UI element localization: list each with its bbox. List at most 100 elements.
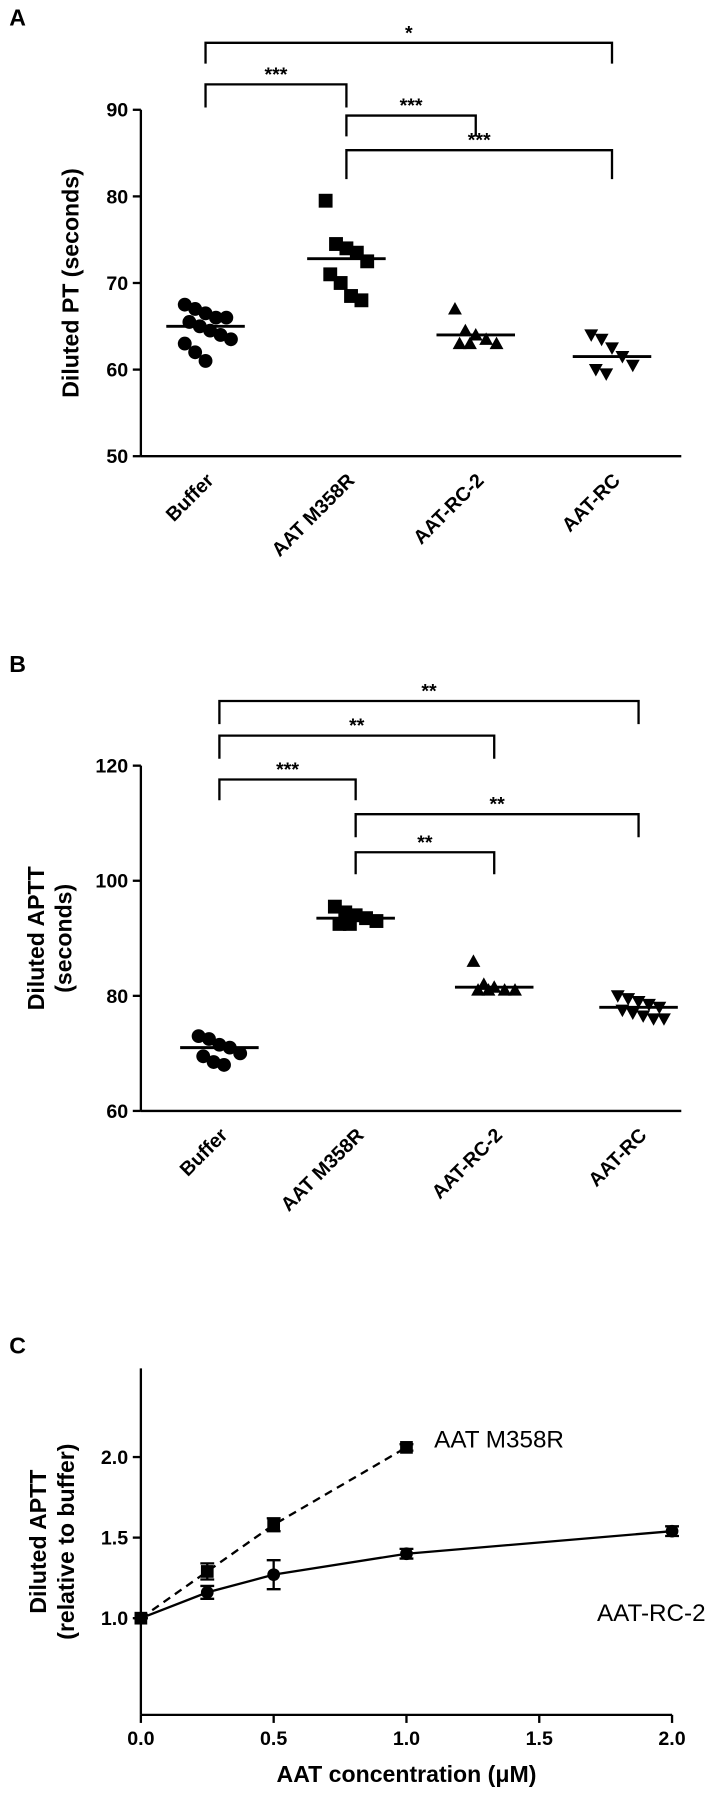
y-axis-label: Diluted PT (seconds) bbox=[58, 168, 84, 398]
significance-label: ** bbox=[421, 681, 437, 703]
point bbox=[665, 1524, 679, 1538]
point bbox=[191, 1029, 206, 1044]
point bbox=[642, 998, 656, 1012]
significance-bracket bbox=[345, 149, 614, 180]
point bbox=[219, 310, 234, 325]
significance-bracket bbox=[204, 41, 614, 64]
significance-label: ** bbox=[417, 832, 433, 854]
significance-label: *** bbox=[400, 95, 423, 117]
y-tick-label: 2.0 bbox=[101, 1447, 128, 1469]
point bbox=[508, 983, 522, 996]
x-tick-label: AAT M358R bbox=[277, 1124, 369, 1216]
y-tick-label: 120 bbox=[95, 756, 128, 778]
y-axis-label: Diluted APTT bbox=[23, 866, 49, 1010]
point bbox=[323, 267, 338, 282]
point bbox=[463, 336, 477, 350]
point bbox=[198, 354, 213, 368]
point bbox=[489, 336, 504, 350]
y-tick-label: 1.0 bbox=[101, 1608, 128, 1630]
x-tick-label: Buffer bbox=[176, 1124, 233, 1181]
point bbox=[134, 1611, 148, 1625]
y-tick-label: 100 bbox=[95, 871, 128, 893]
y-tick-label: 80 bbox=[106, 986, 128, 1008]
significance-bracket bbox=[354, 813, 640, 838]
point bbox=[400, 1547, 413, 1561]
point bbox=[497, 983, 512, 996]
y-tick-label: 60 bbox=[106, 1101, 128, 1123]
panel-label: A bbox=[9, 4, 26, 30]
x-tick-label: 0.5 bbox=[260, 1728, 287, 1750]
point bbox=[267, 1518, 281, 1532]
point bbox=[605, 342, 619, 355]
point bbox=[206, 1055, 221, 1069]
significance-label: *** bbox=[265, 64, 288, 86]
point bbox=[369, 914, 384, 928]
significance-bracket bbox=[218, 778, 357, 801]
x-axis-label: AAT concentration (μM) bbox=[277, 1761, 537, 1787]
point bbox=[610, 990, 625, 1003]
y-tick-label: 80 bbox=[106, 186, 128, 208]
y-tick-label: 50 bbox=[106, 446, 128, 468]
significance-label: *** bbox=[468, 130, 491, 152]
series-line bbox=[140, 1446, 408, 1620]
point bbox=[631, 996, 646, 1009]
point bbox=[213, 328, 228, 342]
significance-label: ** bbox=[349, 715, 365, 737]
point bbox=[177, 336, 192, 351]
y-axis-label: Diluted APTT bbox=[25, 1470, 51, 1614]
x-tick-label: AAT-RC bbox=[584, 1124, 651, 1191]
point bbox=[471, 983, 485, 996]
y-tick-label: 70 bbox=[106, 273, 128, 295]
point bbox=[198, 306, 213, 321]
point bbox=[625, 359, 640, 373]
point bbox=[621, 993, 636, 1006]
point bbox=[333, 276, 348, 290]
panel-label: B bbox=[9, 651, 26, 677]
point bbox=[202, 1032, 216, 1046]
point bbox=[354, 293, 369, 308]
x-tick-label: 1.0 bbox=[393, 1728, 420, 1750]
point bbox=[594, 333, 609, 347]
point bbox=[188, 302, 203, 316]
significance-bracket bbox=[218, 734, 496, 759]
point bbox=[209, 310, 223, 325]
point bbox=[466, 954, 481, 967]
x-tick-label: AAT M358R bbox=[268, 470, 360, 562]
point bbox=[196, 1049, 211, 1064]
significance-bracket bbox=[204, 83, 348, 108]
point bbox=[452, 336, 467, 350]
significance-label: ** bbox=[489, 794, 505, 816]
point bbox=[479, 332, 494, 345]
point bbox=[267, 1568, 281, 1582]
point bbox=[584, 329, 599, 342]
x-tick-label: AAT-RC bbox=[558, 470, 625, 537]
y-tick-label: 60 bbox=[106, 360, 128, 382]
point bbox=[481, 983, 496, 996]
x-tick-label: Buffer bbox=[162, 469, 219, 526]
point bbox=[177, 297, 192, 312]
point bbox=[599, 368, 614, 381]
point bbox=[188, 345, 203, 360]
panel-label: C bbox=[9, 1332, 26, 1358]
x-tick-label: 2.0 bbox=[658, 1728, 685, 1750]
point bbox=[646, 1013, 661, 1026]
point bbox=[360, 254, 375, 269]
significance-label: *** bbox=[276, 759, 299, 781]
y-tick-label: 1.5 bbox=[101, 1528, 128, 1550]
point bbox=[400, 1441, 413, 1454]
significance-bracket bbox=[354, 851, 496, 875]
point bbox=[588, 364, 603, 377]
point bbox=[318, 193, 333, 208]
point bbox=[200, 1565, 214, 1578]
series-label: AAT M358R bbox=[434, 1426, 564, 1453]
x-tick-label: 0.0 bbox=[127, 1728, 154, 1750]
series-label: AAT-RC-2 bbox=[597, 1600, 706, 1627]
y-tick-label: 90 bbox=[106, 100, 128, 122]
point bbox=[342, 916, 357, 931]
significance-bracket bbox=[345, 114, 477, 137]
point bbox=[657, 1013, 671, 1026]
point bbox=[636, 1010, 651, 1023]
point bbox=[458, 323, 473, 337]
point bbox=[200, 1586, 214, 1599]
